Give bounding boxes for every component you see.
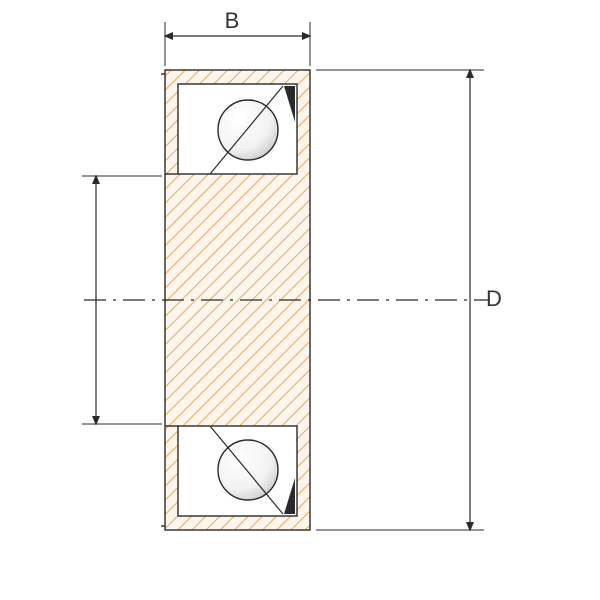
- dimension-label-D: D: [486, 286, 502, 311]
- bearing-cross-section-diagram: B D: [0, 0, 600, 600]
- dimension-label-B: B: [225, 8, 240, 33]
- dimension-B: B: [165, 8, 310, 66]
- upper-ball: [218, 100, 278, 160]
- lower-ball: [218, 440, 278, 500]
